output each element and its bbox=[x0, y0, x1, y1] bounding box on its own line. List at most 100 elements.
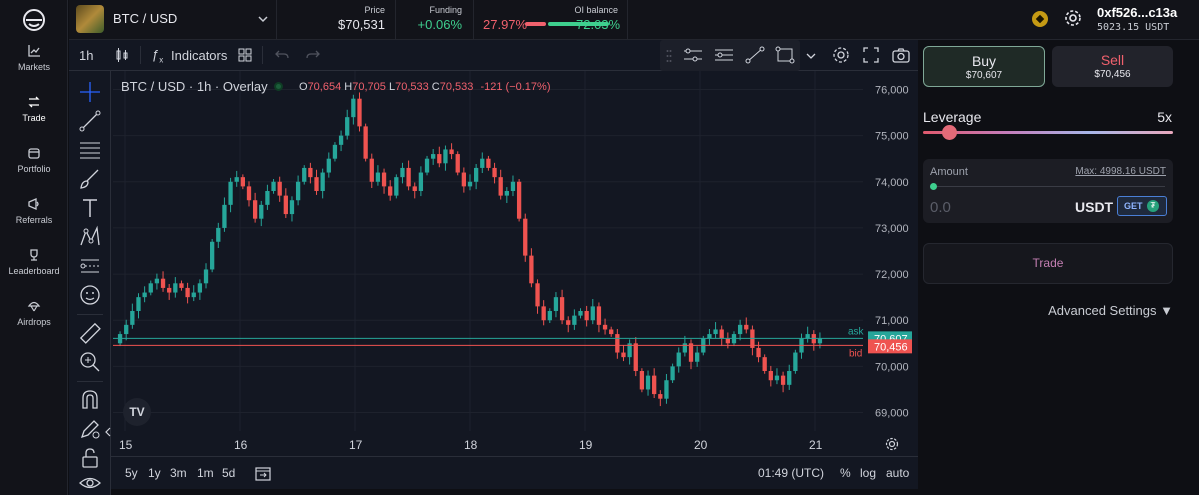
candle-body bbox=[363, 126, 368, 159]
lock-icon[interactable] bbox=[78, 446, 102, 470]
chevron-down-icon[interactable] bbox=[806, 52, 816, 60]
candle-body bbox=[437, 154, 442, 164]
measure-range-icon[interactable] bbox=[78, 254, 102, 278]
price-chart[interactable]: 76,000 75,000 74,000 73,000 72,000 71,000 70,0… bbox=[111, 71, 918, 456]
interval-button[interactable]: 1h bbox=[79, 48, 94, 63]
candle-body bbox=[504, 191, 509, 196]
candle-body bbox=[793, 352, 798, 371]
horizontal-ray-icon[interactable] bbox=[683, 46, 703, 64]
advanced-settings-toggle[interactable]: Advanced Settings ▼ bbox=[1048, 303, 1173, 318]
layout-grid-icon[interactable] bbox=[238, 48, 252, 62]
calendar-range-icon[interactable] bbox=[255, 465, 271, 481]
time-axis-settings-icon[interactable] bbox=[885, 437, 899, 451]
utc-time[interactable]: 01:49 (UTC) bbox=[758, 466, 825, 480]
range-1m[interactable]: 1m bbox=[197, 466, 214, 480]
candle-body bbox=[529, 255, 534, 284]
candle-body bbox=[725, 338, 730, 344]
nav-item-portfolio[interactable]: Portfolio bbox=[0, 146, 68, 174]
chart-canvas[interactable]: 76,000 75,000 74,000 73,000 72,000 71,000 70,0… bbox=[111, 71, 918, 456]
candle-body bbox=[302, 167, 307, 182]
amount-slider-thumb[interactable] bbox=[930, 183, 937, 190]
max-amount-link[interactable]: Max: 4998.16 USDT bbox=[1075, 166, 1166, 177]
pattern-tool-icon[interactable] bbox=[78, 225, 102, 249]
candle-body bbox=[658, 394, 663, 399]
nav-item-airdrops[interactable]: Airdrops bbox=[0, 299, 68, 327]
fullscreen-icon[interactable] bbox=[863, 47, 879, 63]
leverage-slider-track[interactable] bbox=[923, 131, 1173, 134]
buy-button[interactable]: Buy $70,607 bbox=[923, 46, 1045, 87]
fib-tool-icon[interactable] bbox=[78, 138, 102, 162]
nav-item-markets[interactable]: Markets bbox=[0, 44, 68, 72]
lock-drawing-icon[interactable] bbox=[78, 417, 102, 441]
zoom-in-icon[interactable] bbox=[78, 350, 102, 374]
trade-button[interactable]: Trade bbox=[923, 243, 1173, 284]
range-5d[interactable]: 5d bbox=[222, 466, 236, 480]
bnb-icon[interactable] bbox=[1031, 10, 1049, 28]
nav-label: Referrals bbox=[15, 215, 53, 225]
close-label: C bbox=[431, 81, 440, 93]
leverage-slider-thumb[interactable] bbox=[942, 125, 957, 140]
candle-body bbox=[516, 181, 522, 219]
parallel-channel-icon[interactable] bbox=[714, 46, 734, 64]
chart-bottom-toolbar: 5y 1y 3m 1m 5d 01:49 (UTC) % log auto bbox=[111, 456, 918, 489]
percent-toggle[interactable]: % bbox=[840, 466, 851, 480]
sell-price: $70,456 bbox=[1094, 69, 1131, 80]
get-usdt-button[interactable]: GET ₮ bbox=[1117, 196, 1167, 216]
wallet-icon bbox=[28, 148, 40, 159]
sell-button[interactable]: Sell $70,456 bbox=[1052, 46, 1173, 87]
undo-icon[interactable] bbox=[275, 49, 289, 61]
buy-price: $70,607 bbox=[965, 70, 1003, 81]
x-tick-label: 21 bbox=[809, 438, 823, 452]
crosshair-icon[interactable] bbox=[78, 80, 102, 104]
redo-icon[interactable] bbox=[306, 49, 320, 61]
candle-body bbox=[271, 181, 276, 191]
amount-input[interactable]: 0.0 bbox=[930, 199, 951, 216]
collapse-toolbar-icon[interactable] bbox=[105, 427, 111, 437]
funding-label: Funding bbox=[429, 5, 462, 15]
nav-item-trade[interactable]: Trade bbox=[0, 95, 68, 123]
chart-legend-title: BTC / USD · 1h · Overlay bbox=[121, 79, 268, 94]
range-1y[interactable]: 1y bbox=[148, 466, 161, 480]
candle-body bbox=[664, 380, 669, 399]
nav-label: Leaderboard bbox=[8, 266, 60, 276]
amount-slider-track[interactable] bbox=[933, 186, 1165, 187]
logo-icon[interactable] bbox=[22, 8, 46, 32]
rectangle-tool-icon[interactable] bbox=[775, 46, 795, 64]
sell-label: Sell bbox=[1100, 52, 1125, 68]
text-tool-icon[interactable] bbox=[78, 196, 102, 220]
wallet-address[interactable]: 0xf526...c13a bbox=[1097, 5, 1178, 20]
camera-icon[interactable] bbox=[892, 47, 910, 63]
candle-body bbox=[787, 371, 792, 385]
candle-body bbox=[535, 283, 540, 307]
drag-handle-icon[interactable] bbox=[666, 49, 672, 63]
range-5y[interactable]: 5y bbox=[125, 466, 138, 480]
nav-item-leaderboard[interactable]: Leaderboard bbox=[0, 248, 68, 276]
auto-toggle[interactable]: auto bbox=[886, 466, 910, 480]
magnet-icon[interactable] bbox=[78, 388, 102, 412]
y-tick-label: 71,000 bbox=[875, 315, 909, 327]
candle-body bbox=[480, 158, 485, 168]
candles-icon[interactable] bbox=[114, 47, 130, 63]
oi-long-bar bbox=[548, 22, 609, 26]
market-selector[interactable]: BTC / USD bbox=[113, 11, 178, 26]
gear-icon[interactable] bbox=[1064, 9, 1082, 27]
chart-settings-icon[interactable] bbox=[832, 46, 850, 64]
funding-value: +0.06% bbox=[417, 17, 462, 32]
low-value: 70,533 bbox=[395, 81, 429, 93]
candle-body bbox=[222, 204, 227, 228]
tradingview-logo[interactable]: TV bbox=[123, 398, 151, 426]
brush-icon[interactable] bbox=[78, 167, 102, 191]
emoji-icon[interactable] bbox=[78, 283, 102, 307]
eye-icon[interactable] bbox=[78, 471, 102, 495]
nav-item-referrals[interactable]: Referrals bbox=[0, 197, 68, 225]
high-label: H bbox=[344, 81, 353, 93]
leverage-label: Leverage bbox=[923, 109, 982, 125]
indicators-button[interactable]: Indicators bbox=[171, 48, 228, 63]
range-3m[interactable]: 3m bbox=[170, 466, 187, 480]
log-toggle[interactable]: log bbox=[860, 466, 877, 480]
line-tool-icon[interactable] bbox=[78, 109, 102, 133]
candle-body bbox=[210, 241, 215, 270]
ruler-icon[interactable] bbox=[78, 321, 102, 345]
chevron-down-icon[interactable] bbox=[258, 14, 268, 24]
trend-line-icon[interactable] bbox=[745, 46, 765, 64]
